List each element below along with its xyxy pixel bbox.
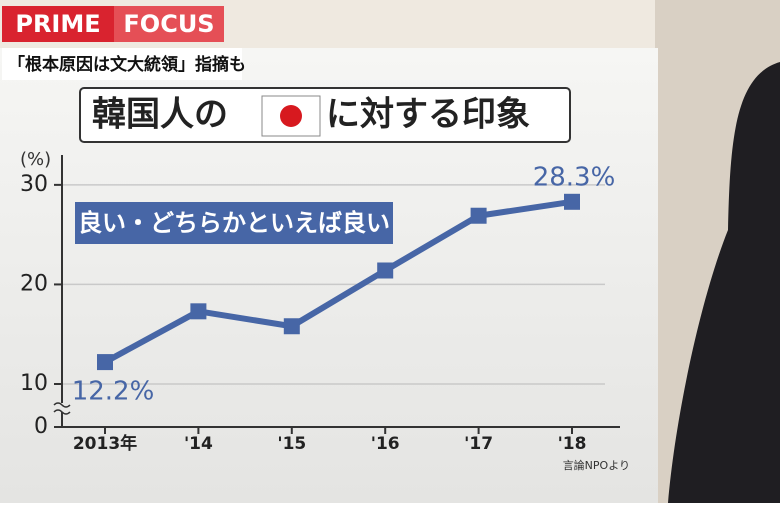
x-tick-label: 2013年 — [73, 433, 137, 454]
header-badge — [2, 6, 114, 42]
x-tick-label: '15 — [277, 434, 306, 454]
value-label: 28.3% — [533, 162, 616, 192]
chart-title: 韓国人の — [92, 95, 228, 135]
point-marker — [470, 207, 487, 224]
title-box — [79, 87, 571, 143]
line-series — [103, 198, 573, 365]
point-marker — [97, 354, 113, 371]
chart-title: に対する印象 — [326, 95, 530, 135]
y-tick-label: 20 — [20, 271, 48, 296]
caption: 「根本原因は文大統領」指摘も — [8, 54, 246, 75]
point-marker — [283, 318, 300, 335]
axis-break — [53, 402, 71, 415]
x-tick-label: '14 — [184, 434, 213, 454]
x-tick-label: '18 — [558, 434, 587, 454]
y-unit: (%) — [20, 149, 51, 170]
program-name: PRIME — [15, 10, 100, 38]
y-tick-label: 0 — [34, 414, 48, 439]
program-name: FOCUS — [123, 10, 214, 38]
point-marker — [190, 303, 207, 320]
x-tick-label: '17 — [464, 434, 493, 454]
legend-box — [75, 202, 393, 244]
caption-box — [2, 48, 242, 80]
plot: 0 10 20 30 2013年 '14 '15 '16 '17 '18 12.2% 28.3% 良い・… — [20, 155, 620, 454]
point-marker — [564, 193, 580, 210]
value-label: 12.2% — [72, 377, 155, 407]
flag-disc — [280, 105, 302, 127]
x-tick-label: '16 — [371, 434, 400, 454]
axis-break-gap — [56, 403, 68, 412]
point-marker — [377, 262, 394, 279]
y-tick-label: 10 — [20, 371, 48, 396]
header-badge — [114, 6, 224, 42]
y-tick-label: 30 — [20, 172, 48, 197]
legend-label: 良い・どちらかといえば良い — [78, 209, 390, 237]
presenter — [668, 62, 780, 503]
source: 言論NPOより — [563, 458, 630, 472]
